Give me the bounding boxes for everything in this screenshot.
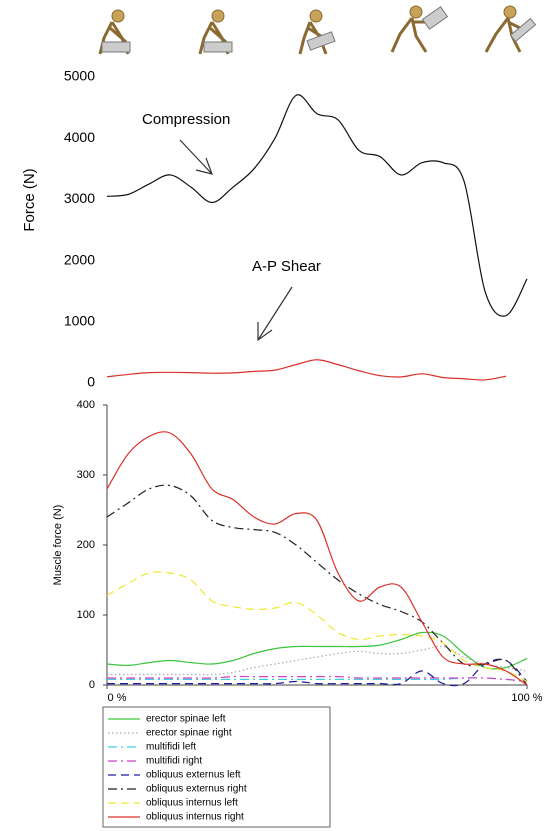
legend-label: obliquus externus right bbox=[146, 784, 247, 795]
legend-label: multifidi left bbox=[146, 742, 196, 753]
legend-label: obliquus internus right bbox=[146, 812, 244, 823]
y-tick-label: 2000 bbox=[64, 251, 95, 267]
posture-pictograms bbox=[98, 5, 537, 55]
y-tick-label: 5000 bbox=[64, 68, 95, 84]
y-tick-label: 100 bbox=[77, 609, 95, 621]
y-tick-label: 200 bbox=[77, 539, 95, 551]
series-line bbox=[106, 94, 528, 317]
y-tick-label: 3000 bbox=[64, 190, 95, 206]
series-line bbox=[106, 484, 528, 686]
annotation: Compression bbox=[142, 111, 230, 128]
legend-label: obliquus internus left bbox=[146, 798, 238, 809]
y-tick-label: 400 bbox=[77, 399, 95, 411]
series-line bbox=[106, 431, 528, 686]
annotation: A-P Shear bbox=[252, 258, 321, 275]
y-tick-label: 0 bbox=[89, 679, 95, 691]
legend-label: erector spinae right bbox=[146, 728, 232, 739]
y-tick-label: 0 bbox=[87, 374, 95, 390]
series-line bbox=[107, 658, 528, 687]
series-line bbox=[107, 675, 528, 683]
y-axis-label: Muscle force (N) bbox=[52, 505, 64, 586]
series-line bbox=[106, 359, 507, 381]
y-tick-label: 1000 bbox=[64, 313, 95, 329]
y-tick-label: 4000 bbox=[64, 129, 95, 145]
legend-label: obliquus externus left bbox=[146, 770, 241, 781]
series-line bbox=[107, 645, 528, 676]
legend-box bbox=[102, 706, 331, 828]
series-line bbox=[106, 631, 528, 670]
x-tick-label: 0 % bbox=[108, 692, 127, 704]
annotation-arrow bbox=[257, 286, 293, 342]
annotation-arrow bbox=[179, 139, 213, 175]
series-line bbox=[106, 571, 528, 683]
legend-label: erector spinae left bbox=[146, 714, 226, 725]
y-axis-label: Force (N) bbox=[21, 168, 38, 231]
legend-label: multifidi right bbox=[146, 756, 202, 767]
x-tick-label: 100 % bbox=[511, 692, 542, 704]
y-tick-label: 300 bbox=[77, 469, 95, 481]
